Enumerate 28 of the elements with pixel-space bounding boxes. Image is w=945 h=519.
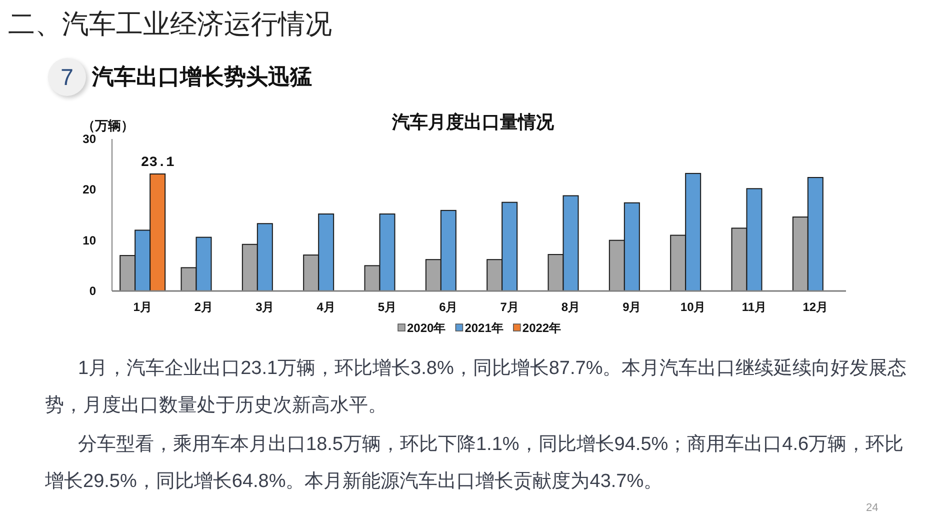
y-tick-label: 0 xyxy=(89,284,96,298)
x-tick-label: 1月 xyxy=(133,300,152,314)
x-tick-label: 2月 xyxy=(194,300,214,314)
y-tick-label: 20 xyxy=(82,182,96,197)
data-label: 23.1 xyxy=(140,154,174,171)
text: 7 xyxy=(48,58,86,96)
y-tick-label: 30 xyxy=(82,132,96,146)
x-tick-label: 12月 xyxy=(802,300,828,314)
x-tick-label: 4月 xyxy=(316,300,336,314)
x-tick-label: 10月 xyxy=(680,300,706,314)
x-tick-label: 9月 xyxy=(622,300,642,314)
legend-label: 2021年 xyxy=(464,321,504,335)
legend-label: 2020年 xyxy=(407,321,446,335)
y-tick-label: 10 xyxy=(82,233,96,248)
text: 24 xyxy=(866,502,878,514)
chart-title: 汽车月度出口量情况 xyxy=(391,112,555,132)
text: 汽车出口增长势头迅猛 xyxy=(92,63,312,91)
x-tick-label: 3月 xyxy=(256,300,274,314)
y-axis-title: （万辆） xyxy=(82,118,134,133)
text: 1月，汽车企业出口23.1万辆，环比增长3.8%，同比增长87.7%。本月汽车出口继续延续向好发展态势，月度出口数量处于历史次新高水平。 xyxy=(45,357,908,418)
text: 分车型看，乘用车本月出口18.5万辆，环比下降1.1%，同比增长94.5%；商用车出口4.6万辆，环比增长29.5%，同比增长64.8%。本月新能源汽车出口增长贡献度为43.7%。 xyxy=(45,433,905,494)
text: 二、汽车工业经济运行情况 xyxy=(8,8,332,41)
x-tick-label: 6月 xyxy=(439,300,458,314)
x-tick-label: 5月 xyxy=(378,300,397,314)
x-tick-label: 11月 xyxy=(742,300,767,314)
x-tick-label: 8月 xyxy=(561,300,580,314)
x-tick-label: 7月 xyxy=(500,300,519,314)
legend-label: 2022年 xyxy=(522,321,562,335)
